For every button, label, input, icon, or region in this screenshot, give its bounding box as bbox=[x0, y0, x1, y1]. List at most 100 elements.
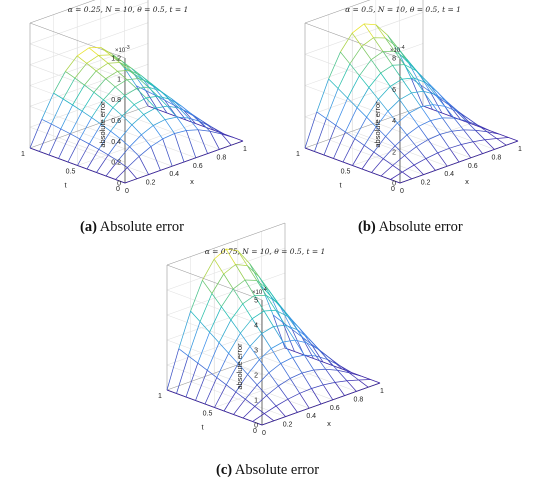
surface-mesh-t-segment bbox=[223, 391, 237, 412]
surface-mesh-x-segment bbox=[89, 143, 99, 150]
surface-mesh-x-segment bbox=[456, 110, 467, 121]
surface-mesh-x-segment bbox=[93, 92, 104, 101]
surface-mesh-x-segment bbox=[278, 385, 289, 400]
surface-mesh-x-segment bbox=[439, 134, 450, 149]
t-tick-label: 1 bbox=[158, 393, 162, 400]
surface-mesh-t-segment bbox=[195, 370, 208, 401]
sidewall-grid-z-4 bbox=[166, 289, 263, 326]
surface-mesh-t-segment bbox=[115, 167, 128, 180]
t-tick-label: 0 bbox=[253, 428, 257, 435]
surface-mesh-t-segment bbox=[465, 120, 478, 126]
backwall-grid-z-1 bbox=[166, 322, 286, 366]
surface-mesh-x-segment bbox=[399, 99, 410, 114]
surface-mesh-x-segment bbox=[284, 347, 295, 352]
surface-mesh-t-segment bbox=[145, 95, 158, 99]
surface-mesh-t-segment bbox=[244, 279, 257, 281]
surface-mesh-t-segment bbox=[309, 403, 322, 409]
surface-mesh-t-segment bbox=[230, 303, 244, 321]
surface-mesh-x-segment bbox=[105, 78, 116, 88]
box-edge-floor-back bbox=[304, 105, 424, 149]
surface-mesh-x-segment bbox=[157, 109, 168, 114]
surface-chart-b: 0 0.2 0.4 0.6 0.8 1 0 0.5 1 0 2 4 6 8 x t absolute error… bbox=[296, 0, 522, 195]
surface-mesh-x-segment bbox=[311, 388, 322, 405]
surface-mesh-t-segment bbox=[390, 171, 403, 180]
surface-mesh-x-segment bbox=[385, 136, 396, 147]
surface-mesh-t-segment bbox=[256, 280, 269, 291]
surface-mesh-t-segment bbox=[383, 145, 396, 159]
surface-mesh-x-segment bbox=[166, 389, 177, 394]
surface-mesh-t-segment bbox=[65, 55, 78, 72]
surface-mesh-x-segment bbox=[430, 120, 441, 135]
surface-mesh-x-segment bbox=[477, 124, 488, 133]
surface-mesh-x-segment bbox=[382, 51, 393, 66]
surface-mesh-t-segment bbox=[167, 105, 180, 109]
surface-mesh-t-segment bbox=[366, 99, 379, 118]
surface-mesh-t-segment bbox=[164, 99, 177, 117]
surface-mesh-x-segment bbox=[339, 365, 350, 374]
surface-mesh-x-segment bbox=[439, 98, 450, 106]
surface-mesh-x-segment bbox=[235, 264, 246, 281]
surface-mesh-x-segment bbox=[150, 82, 161, 92]
surface-mesh-t-segment bbox=[117, 69, 130, 72]
surface-mesh-t-segment bbox=[186, 129, 199, 131]
surface-mesh-t-segment bbox=[387, 99, 400, 112]
surface-mesh-t-segment bbox=[231, 140, 244, 146]
surface-mesh-x-segment bbox=[484, 139, 495, 150]
surface-mesh-x-segment bbox=[277, 302, 288, 317]
surface-mesh-t-segment bbox=[280, 306, 293, 330]
surface-mesh-t-segment bbox=[375, 24, 388, 36]
surface-mesh-t-segment bbox=[340, 32, 353, 53]
surface-mesh-x-segment bbox=[242, 303, 253, 319]
surface-mesh-x-segment bbox=[475, 130, 486, 141]
surface-mesh-x-segment bbox=[100, 123, 111, 132]
chart-title: α = 0.5, N = 10, θ = 0.5, t = 1 bbox=[345, 5, 461, 14]
z-tick-label: 0.4 bbox=[111, 139, 121, 146]
surface-mesh-x-segment bbox=[207, 370, 218, 378]
surface-mesh-x-segment bbox=[199, 321, 210, 333]
surface-mesh-x-segment bbox=[209, 131, 220, 150]
surface-mesh-t-segment bbox=[41, 92, 54, 120]
surface-mesh-t-segment bbox=[235, 374, 248, 393]
surface-mesh-x-segment bbox=[211, 126, 222, 135]
surface-mesh-x-segment bbox=[131, 124, 142, 136]
surface-mesh-t-segment bbox=[282, 322, 295, 352]
surface-mesh-x-segment bbox=[453, 117, 464, 131]
x-tick-label: 1 bbox=[518, 146, 522, 153]
box-edge-top-left bbox=[166, 264, 263, 301]
surface-mesh-t-segment bbox=[280, 357, 293, 364]
exponent-base: ×10 bbox=[390, 48, 401, 54]
x-tick-label: 0.2 bbox=[421, 180, 431, 187]
surface-mesh-t-segment bbox=[225, 363, 239, 385]
surface-mesh-x-segment bbox=[228, 353, 239, 365]
z-tick-label: 0 bbox=[254, 423, 258, 430]
surface-mesh-t-segment bbox=[275, 309, 288, 317]
surface-mesh-t-segment bbox=[251, 310, 265, 320]
surface-mesh-x-segment bbox=[176, 116, 187, 131]
surface-mesh-x-segment bbox=[378, 99, 389, 112]
z-axis-label: absolute error bbox=[235, 343, 244, 390]
surface-mesh-t-segment bbox=[129, 134, 142, 148]
surface-mesh-t-segment bbox=[214, 384, 227, 408]
z-tick-label: 1 bbox=[254, 398, 258, 405]
surface-mesh-x-segment bbox=[263, 310, 274, 327]
surface-mesh-t-segment bbox=[404, 146, 417, 156]
surface-mesh-x-segment bbox=[340, 51, 351, 65]
surface-mesh-x-segment bbox=[152, 125, 164, 140]
surface-mesh-x-segment bbox=[169, 98, 180, 109]
surface-mesh-t-segment bbox=[323, 382, 336, 386]
surface-mesh-x-segment bbox=[363, 23, 374, 38]
surface-mesh-t-segment bbox=[314, 118, 327, 152]
surface-mesh-t-segment bbox=[352, 145, 365, 166]
z-exponent-label: ×10-4 bbox=[390, 45, 405, 54]
surface-mesh-t-segment bbox=[451, 129, 464, 132]
surface-mesh-x-segment bbox=[401, 78, 412, 94]
surface-mesh-t-segment bbox=[368, 382, 381, 388]
surface-mesh-x-segment bbox=[129, 70, 140, 79]
box-edge-floor-back bbox=[29, 105, 149, 149]
x-tick-label: 0 bbox=[400, 188, 404, 195]
surface-mesh-t-segment bbox=[76, 47, 90, 57]
surface-mesh-t-segment bbox=[136, 86, 149, 89]
surface-mesh-t-segment bbox=[273, 416, 286, 422]
surface-mesh-t-segment bbox=[373, 136, 386, 153]
surface-mesh-x-segment bbox=[141, 134, 152, 147]
